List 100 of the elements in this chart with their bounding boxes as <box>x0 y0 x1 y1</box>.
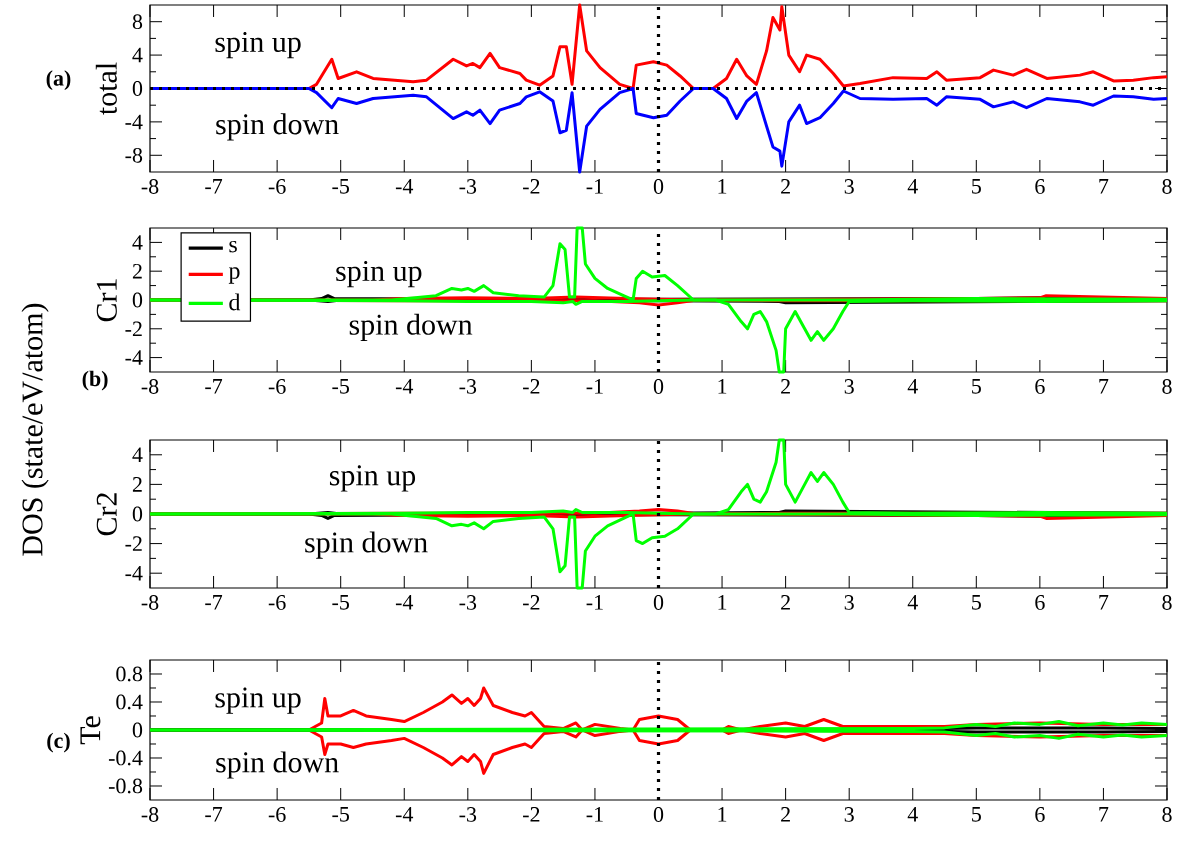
text: (c) <box>47 732 70 753</box>
x-tick-label: -3 <box>459 807 477 822</box>
x-tick-label: 0 <box>653 595 664 610</box>
x-tick-label: -2 <box>523 379 540 394</box>
y-tick-label: 0.4 <box>116 694 143 710</box>
x-tick-label: -6 <box>268 807 286 822</box>
y-tick-label: -8 <box>125 147 143 163</box>
y-tick-label: 4 <box>132 447 143 463</box>
x-tick-label: -5 <box>332 595 349 610</box>
x-tick-label: 6 <box>1035 807 1045 822</box>
x-tick-label: 0 <box>653 379 664 394</box>
y-tick-label: 0.8 <box>116 666 143 682</box>
x-tick-label: 2 <box>781 179 790 194</box>
x-tick-label: 7 <box>1099 807 1109 822</box>
text: (a) <box>46 70 71 91</box>
y-tick-label: 2 <box>132 263 142 279</box>
x-tick-label: 4 <box>907 595 918 610</box>
x-tick-label: 1 <box>718 379 727 394</box>
y-tick-label: -0.4 <box>108 750 143 766</box>
x-tick-label: -7 <box>205 179 223 194</box>
x-tick-label: 4 <box>907 179 918 194</box>
legend-label: p <box>228 267 240 284</box>
y-tick-label: -2 <box>125 321 142 337</box>
x-tick-label: -4 <box>395 379 414 394</box>
x-tick-label: -6 <box>268 179 286 194</box>
x-tick-label: 8 <box>1162 595 1172 610</box>
x-tick-label: -5 <box>332 379 349 394</box>
x-tick-label: 3 <box>844 379 854 394</box>
x-tick-label: -4 <box>395 807 414 822</box>
x-tick-label: 5 <box>972 179 981 194</box>
x-tick-label: -3 <box>459 379 477 394</box>
y-tick-label: -4 <box>125 565 143 581</box>
x-tick-label: 3 <box>844 807 854 822</box>
x-tick-label: 2 <box>781 595 790 610</box>
text: DOS (state/eV/atom) <box>21 303 49 556</box>
x-tick-label: 6 <box>1035 179 1045 194</box>
x-tick-label: -3 <box>459 179 477 194</box>
x-tick-label: -2 <box>523 179 540 194</box>
x-tick-label: 3 <box>844 179 854 194</box>
x-tick-label: 7 <box>1099 595 1109 610</box>
x-tick-label: 7 <box>1099 179 1109 194</box>
x-tick-label: 6 <box>1035 595 1045 610</box>
y-tick-label: 4 <box>132 235 143 250</box>
x-tick-label: 8 <box>1162 807 1172 822</box>
legend-label: d <box>229 293 241 311</box>
x-tick-label: -1 <box>586 379 603 394</box>
x-tick-label: -4 <box>395 595 414 610</box>
x-tick-label: -6 <box>268 379 286 394</box>
y-tick-label: 2 <box>132 477 142 492</box>
x-tick-label: 1 <box>718 595 727 610</box>
annotation: spin down <box>305 531 428 559</box>
x-tick-label: 3 <box>844 595 854 610</box>
legend-label: s <box>229 240 237 253</box>
x-tick-label: -1 <box>586 595 603 610</box>
annotation: spin down <box>216 113 339 141</box>
y-tick-label: 0 <box>132 292 143 308</box>
y-tick-label: 0 <box>132 722 143 738</box>
y-tick-label: -4 <box>125 114 143 130</box>
y-tick-label: -0.8 <box>108 778 143 794</box>
x-tick-label: 7 <box>1099 379 1109 394</box>
x-tick-label: -4 <box>395 179 414 194</box>
x-tick-label: -7 <box>205 595 223 610</box>
x-tick-label: 0 <box>653 807 664 822</box>
annotation: spin up <box>329 465 416 492</box>
x-tick-label: -5 <box>332 807 349 822</box>
annotation: spin down <box>349 313 473 341</box>
x-tick-label: 5 <box>972 595 981 610</box>
x-tick-label: 8 <box>1162 379 1172 394</box>
x-tick-label: 5 <box>972 807 981 822</box>
x-tick-label: 0 <box>653 179 664 194</box>
y-tick-label: 0 <box>132 506 143 522</box>
y-axis-title: Cr1 <box>96 279 117 322</box>
y-tick-label: 8 <box>132 14 143 30</box>
y-tick-label: 4 <box>132 47 143 63</box>
x-tick-label: 1 <box>718 179 727 194</box>
y-tick-label: -4 <box>125 350 143 365</box>
annotation: spin up <box>336 260 422 288</box>
x-tick-label: 6 <box>1035 379 1045 394</box>
x-tick-label: -3 <box>459 595 477 610</box>
x-tick-label: -5 <box>332 179 349 194</box>
y-axis-title: Te <box>80 716 101 745</box>
annotation: spin up <box>215 31 301 59</box>
x-tick-label: 5 <box>972 379 981 394</box>
y-tick-label: -2 <box>125 536 142 551</box>
x-tick-label: 4 <box>907 379 918 394</box>
x-tick-label: 2 <box>781 807 790 822</box>
x-tick-label: -6 <box>268 595 286 610</box>
y-axis-title: Cr2 <box>96 493 117 536</box>
x-tick-label: -2 <box>523 807 540 822</box>
x-tick-label: 8 <box>1162 179 1172 194</box>
x-tick-label: -7 <box>205 807 223 822</box>
text: (b) <box>82 370 108 391</box>
x-tick-label: -2 <box>523 595 540 610</box>
x-tick-label: -1 <box>586 807 603 822</box>
x-tick-label: 2 <box>781 379 790 394</box>
x-tick-label: 4 <box>907 807 918 822</box>
y-axis-title: total <box>95 62 117 115</box>
x-tick-label: 1 <box>718 807 727 822</box>
annotation: spin up <box>215 687 301 714</box>
y-tick-label: 0 <box>132 81 143 96</box>
